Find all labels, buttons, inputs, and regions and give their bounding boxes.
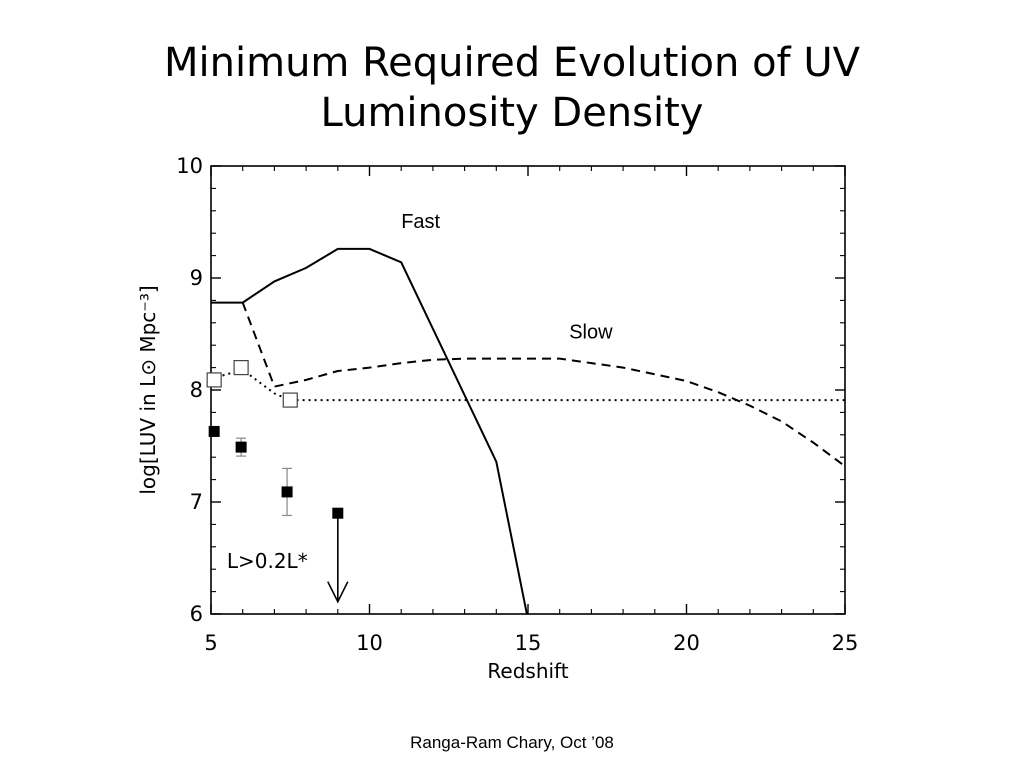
x-tick-label: 25 [832, 631, 859, 655]
annotation-l-0-2l-: L>0.2L* [227, 549, 308, 573]
filled-square-marker [208, 425, 220, 437]
plot-frame [210, 165, 846, 615]
series-line-slow [241, 302, 845, 468]
filled-square-marker [235, 441, 247, 453]
y-axis-label: log[LUV in L⊙ Mpc⁻³] [136, 285, 160, 494]
title-line-1: Minimum Required Evolution of UV [164, 40, 860, 86]
series-line-dotted [211, 368, 845, 402]
axes: 5 10 15 20 25 6 7 8 9 10 Redshift log[LUV in L⊙ Mpc… [136, 154, 858, 683]
x-tick-label: 5 [204, 631, 217, 655]
upper-limit-arrow-head [327, 581, 349, 604]
annotation-slow: Slow [569, 322, 613, 344]
x-tick-label: 15 [515, 631, 542, 655]
annotation-fast: Fast [401, 211, 440, 233]
series-layer [211, 247, 845, 614]
x-tick-label: 20 [673, 631, 700, 655]
y-tick-label: 9 [190, 266, 203, 290]
open-square-marker [206, 372, 222, 388]
open-square-marker [233, 360, 249, 376]
slide-title: Minimum Required Evolution of UV Luminos… [0, 38, 1024, 138]
luminosity-density-chart: 5 10 15 20 25 6 7 8 9 10 Redshift log[LUV in L⊙ Mpc… [136, 154, 858, 683]
x-axis-label: Redshift [487, 659, 568, 683]
labels-layer: Fast Slow L>0.2L* [227, 211, 613, 573]
filled-square-marker [281, 486, 293, 498]
footer-credit: Ranga-Ram Chary, Oct ’08 [410, 733, 614, 752]
y-tick-label: 10 [176, 154, 203, 178]
series-line-fast [211, 247, 528, 614]
y-tick-label: 7 [190, 490, 203, 514]
title-line-2: Luminosity Density [320, 90, 704, 136]
x-tick-label: 10 [356, 631, 383, 655]
markers-layer [206, 360, 349, 604]
y-tick-label: 8 [190, 378, 203, 402]
y-tick-label: 6 [190, 602, 203, 626]
open-square-marker [282, 392, 298, 408]
